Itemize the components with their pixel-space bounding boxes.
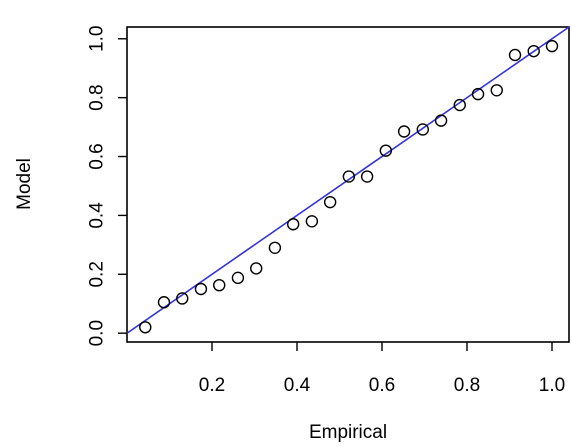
data-point xyxy=(508,48,522,62)
data-point xyxy=(268,241,282,254)
x-tick-label: 0.6 xyxy=(369,375,395,396)
y-tick-label: 0.6 xyxy=(87,143,108,169)
y-tick-label: 1.0 xyxy=(87,26,108,52)
data-point xyxy=(471,87,485,101)
data-point xyxy=(139,321,152,334)
data-point xyxy=(231,271,245,285)
marks xyxy=(126,26,570,334)
data-point xyxy=(416,123,429,136)
y-axis: 0.0 0.2 0.4 0.6 0.8 1.0 xyxy=(87,26,127,346)
data-point xyxy=(176,292,189,305)
data-point xyxy=(305,215,319,228)
data-point xyxy=(157,296,171,309)
data-point xyxy=(342,170,356,183)
x-tick-label: 1.0 xyxy=(539,375,565,396)
y-axis-label: Model xyxy=(14,158,35,210)
y-tick-label: 0.0 xyxy=(87,320,108,346)
y-tick-label: 0.8 xyxy=(87,84,108,110)
data-point xyxy=(286,218,300,231)
data-point xyxy=(527,44,540,58)
y-tick-label: 0.2 xyxy=(87,261,108,287)
fit-line xyxy=(126,26,570,334)
data-point xyxy=(545,39,559,53)
data-point xyxy=(194,282,208,296)
plot-frame xyxy=(126,26,570,343)
x-tick-label: 0.8 xyxy=(454,375,480,396)
data-point xyxy=(250,262,263,275)
y-tick-label: 0.4 xyxy=(87,202,108,229)
data-point xyxy=(213,278,226,292)
data-point xyxy=(360,170,374,183)
data-point xyxy=(397,125,411,138)
data-point xyxy=(434,114,448,127)
data-point xyxy=(453,98,466,112)
x-axis-label: Empirical xyxy=(309,422,387,443)
x-axis: 0.2 0.4 0.6 0.8 1.0 xyxy=(199,342,565,396)
data-point xyxy=(379,144,393,157)
data-point xyxy=(323,195,337,209)
data-point xyxy=(490,84,503,97)
x-tick-label: 0.4 xyxy=(284,375,311,396)
x-tick-label: 0.2 xyxy=(199,375,225,396)
